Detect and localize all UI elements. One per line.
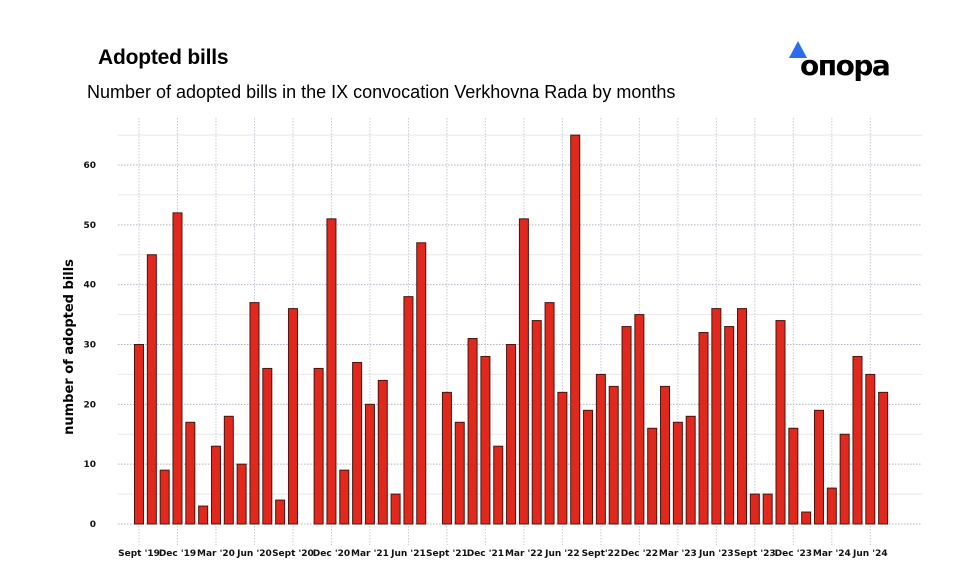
bar-jan-21 [339, 469, 350, 525]
bar-jul-21 [416, 242, 427, 525]
x-tick-label: Dec '20 [313, 549, 350, 559]
bar-apr-23 [685, 415, 696, 525]
x-tick-label: Sept '20 [272, 549, 314, 559]
bar-mar-20 [210, 445, 221, 525]
y-tick-label: 50 [83, 221, 96, 231]
bar-sept-19 [134, 344, 144, 525]
chart-subtitle: Number of adopted bills in the IX convoc… [87, 82, 676, 102]
blue-triangle-icon [789, 41, 807, 58]
bar-oct-23 [762, 493, 773, 525]
bar-mar-23 [672, 421, 683, 525]
x-tick-label: Mar '24 [813, 549, 851, 559]
bar-jan-20 [185, 421, 196, 525]
bar-dec-19 [172, 212, 183, 525]
x-tick-label: Jun '21 [390, 549, 426, 559]
bar-may-20 [236, 463, 247, 525]
bar-dec-22 [634, 314, 645, 525]
bar-may-22 [544, 302, 555, 525]
bar-jun-21 [403, 296, 414, 525]
x-tick-label: Sept'22 [582, 549, 621, 559]
x-tick-label: Jun '24 [852, 549, 888, 559]
chart-title: Adopted bills [98, 46, 229, 69]
x-tick-label: Sept '19 [118, 549, 160, 559]
x-tick-label: Dec '22 [621, 549, 658, 559]
x-tick-label: Dec '21 [467, 549, 504, 559]
bar-feb-20 [198, 505, 209, 525]
bar-mar-22 [518, 218, 529, 525]
bar-aug-22 [583, 409, 594, 525]
bar-jun-20 [249, 302, 260, 525]
x-tick-label: Dec '23 [775, 549, 812, 559]
bar-nov-21 [467, 338, 478, 525]
y-tick-label: 20 [83, 400, 96, 410]
bar-sept-23 [749, 493, 760, 525]
bar-dec-21 [480, 355, 491, 525]
bar-apr-21 [377, 379, 388, 525]
bar-jul-22 [570, 134, 581, 525]
bar-nov-23 [775, 320, 786, 525]
bar-apr-24 [839, 433, 850, 525]
bar-jul-24 [878, 391, 889, 525]
bar-apr-22 [531, 320, 542, 525]
bar-jan-24 [801, 511, 812, 525]
bar-nov-20 [313, 367, 324, 525]
bar-may-21 [390, 493, 401, 525]
bar-jan-22 [493, 445, 504, 525]
bar-sept-21 [441, 391, 452, 525]
bar-may-24 [852, 355, 863, 525]
y-tick-label: 60 [83, 161, 96, 171]
y-tick-label: 30 [83, 341, 96, 351]
bars [134, 134, 889, 525]
x-tick-label: Sept '23 [734, 549, 776, 559]
bar-jan-23 [647, 427, 658, 525]
bar-feb-22 [506, 344, 517, 525]
bar-oct-22 [608, 385, 619, 525]
bar-jul-20 [262, 367, 273, 525]
bar-dec-23 [788, 427, 799, 525]
bar-oct-21 [454, 421, 465, 525]
bar-dec-20 [326, 218, 337, 525]
bar-aug-23 [737, 308, 748, 525]
bar-sept-20 [287, 308, 298, 525]
x-tick-label: Mar '22 [505, 549, 543, 559]
bar-oct-19 [146, 254, 157, 525]
x-tick-label: Mar '20 [197, 549, 235, 559]
bar-feb-21 [352, 361, 363, 525]
bar-jul-23 [724, 326, 735, 525]
x-tick-label: Jun '23 [698, 549, 734, 559]
bar-feb-24 [813, 409, 824, 525]
x-tick-label: Mar '21 [351, 549, 389, 559]
x-tick-label: Jun '20 [236, 549, 272, 559]
y-tick-label: 0 [90, 520, 96, 530]
bar-feb-23 [660, 385, 671, 525]
bar-aug-20 [275, 499, 286, 525]
y-tick-label: 40 [83, 281, 96, 291]
bar-jun-24 [865, 373, 876, 525]
y-tick-label: 10 [83, 460, 96, 470]
y-axis-label: number of adopted bills [62, 259, 77, 435]
x-tick-label: Sept '21 [426, 549, 468, 559]
y-axis-ticks: 0 10 20 30 40 50 60 [83, 161, 96, 530]
bar-apr-20 [223, 415, 234, 525]
x-tick-label: Mar '23 [659, 549, 697, 559]
bar-mar-21 [364, 403, 375, 525]
x-tick-label: Dec '19 [159, 549, 196, 559]
bar-may-23 [698, 332, 709, 525]
bar-sept-22 [595, 373, 606, 525]
bar-mar-24 [826, 487, 837, 525]
logo-text: опора [800, 49, 891, 82]
bar-nov-19 [159, 469, 170, 525]
bar-jun-22 [557, 391, 568, 525]
opora-logo: опора [786, 40, 896, 88]
x-tick-label: Jun '22 [544, 549, 580, 559]
bar-jun-23 [711, 308, 722, 525]
bar-nov-22 [621, 326, 632, 525]
